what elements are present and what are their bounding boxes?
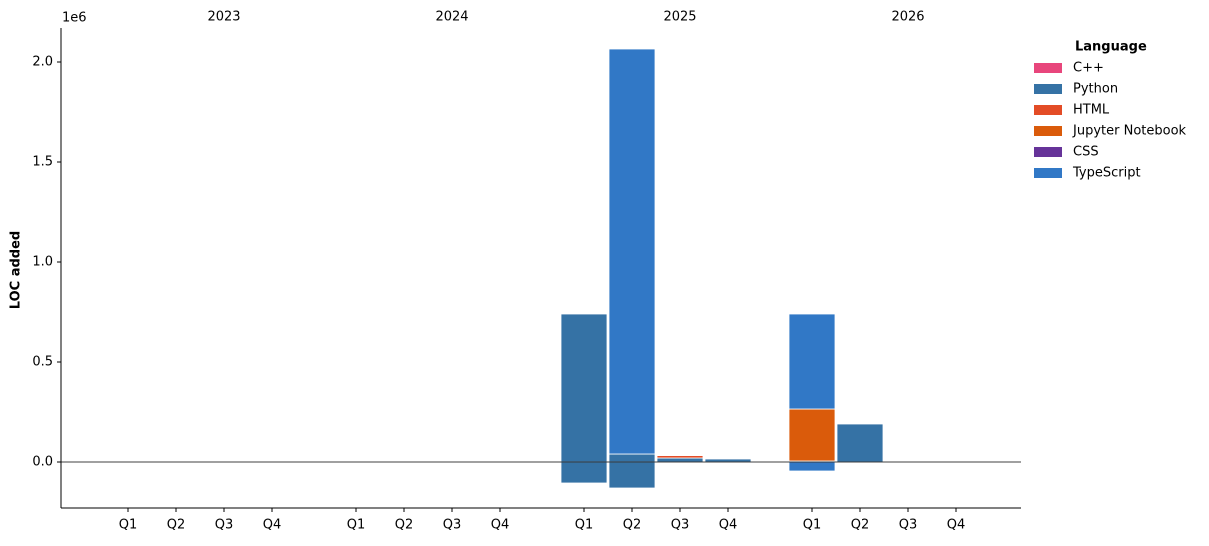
group-label: 2026 bbox=[891, 10, 924, 25]
y-tick-label: 2.0 bbox=[32, 55, 53, 70]
bar bbox=[788, 461, 836, 472]
legend-label: TypeScript bbox=[1072, 166, 1141, 181]
bar bbox=[788, 313, 836, 410]
bar bbox=[656, 457, 704, 463]
x-tick-label: Q1 bbox=[803, 518, 822, 533]
y-tick-label: 1.0 bbox=[32, 255, 53, 270]
x-tick-label: Q4 bbox=[719, 518, 738, 533]
legend-swatch bbox=[1034, 84, 1062, 94]
x-tick-label: Q1 bbox=[347, 518, 366, 533]
bar bbox=[704, 458, 752, 463]
x-tick-label: Q4 bbox=[263, 518, 282, 533]
x-tick-label: Q3 bbox=[215, 518, 234, 533]
bar bbox=[560, 461, 608, 484]
legend-swatch bbox=[1034, 63, 1062, 73]
legend-label: Python bbox=[1073, 82, 1118, 97]
x-tick-label: Q2 bbox=[395, 518, 414, 533]
bar bbox=[608, 453, 656, 463]
bar bbox=[608, 48, 656, 455]
y-axis-label: LOC added bbox=[9, 231, 24, 309]
y-offset-label: 1e6 bbox=[62, 11, 87, 26]
group-label: 2023 bbox=[207, 10, 240, 25]
legend-label: Jupyter Notebook bbox=[1072, 124, 1187, 139]
x-tick-label: Q2 bbox=[851, 518, 870, 533]
bar bbox=[560, 313, 608, 463]
x-tick-label: Q2 bbox=[167, 518, 186, 533]
x-tick-label: Q4 bbox=[491, 518, 510, 533]
legend-label: CSS bbox=[1073, 145, 1099, 160]
bar bbox=[788, 408, 836, 462]
x-tick-label: Q2 bbox=[623, 518, 642, 533]
legend-swatch bbox=[1034, 168, 1062, 178]
x-tick-label: Q3 bbox=[443, 518, 462, 533]
x-tick-label: Q3 bbox=[899, 518, 918, 533]
legend-swatch bbox=[1034, 105, 1062, 115]
x-tick-label: Q1 bbox=[575, 518, 594, 533]
bar bbox=[656, 455, 704, 459]
group-label: 2025 bbox=[663, 10, 696, 25]
y-tick-label: 1.5 bbox=[32, 155, 53, 170]
x-tick-label: Q3 bbox=[671, 518, 690, 533]
x-tick-label: Q4 bbox=[947, 518, 966, 533]
group-label: 2024 bbox=[435, 10, 468, 25]
y-tick-label: 0.5 bbox=[32, 355, 53, 370]
legend-swatch bbox=[1034, 147, 1062, 157]
bar bbox=[608, 461, 656, 489]
legend-title: Language bbox=[1075, 40, 1147, 55]
legend-swatch bbox=[1034, 126, 1062, 136]
x-tick-label: Q1 bbox=[119, 518, 138, 533]
bar bbox=[836, 423, 884, 463]
legend-label: HTML bbox=[1073, 103, 1110, 118]
legend-label: C++ bbox=[1073, 61, 1104, 76]
y-tick-label: 0.0 bbox=[32, 455, 53, 470]
